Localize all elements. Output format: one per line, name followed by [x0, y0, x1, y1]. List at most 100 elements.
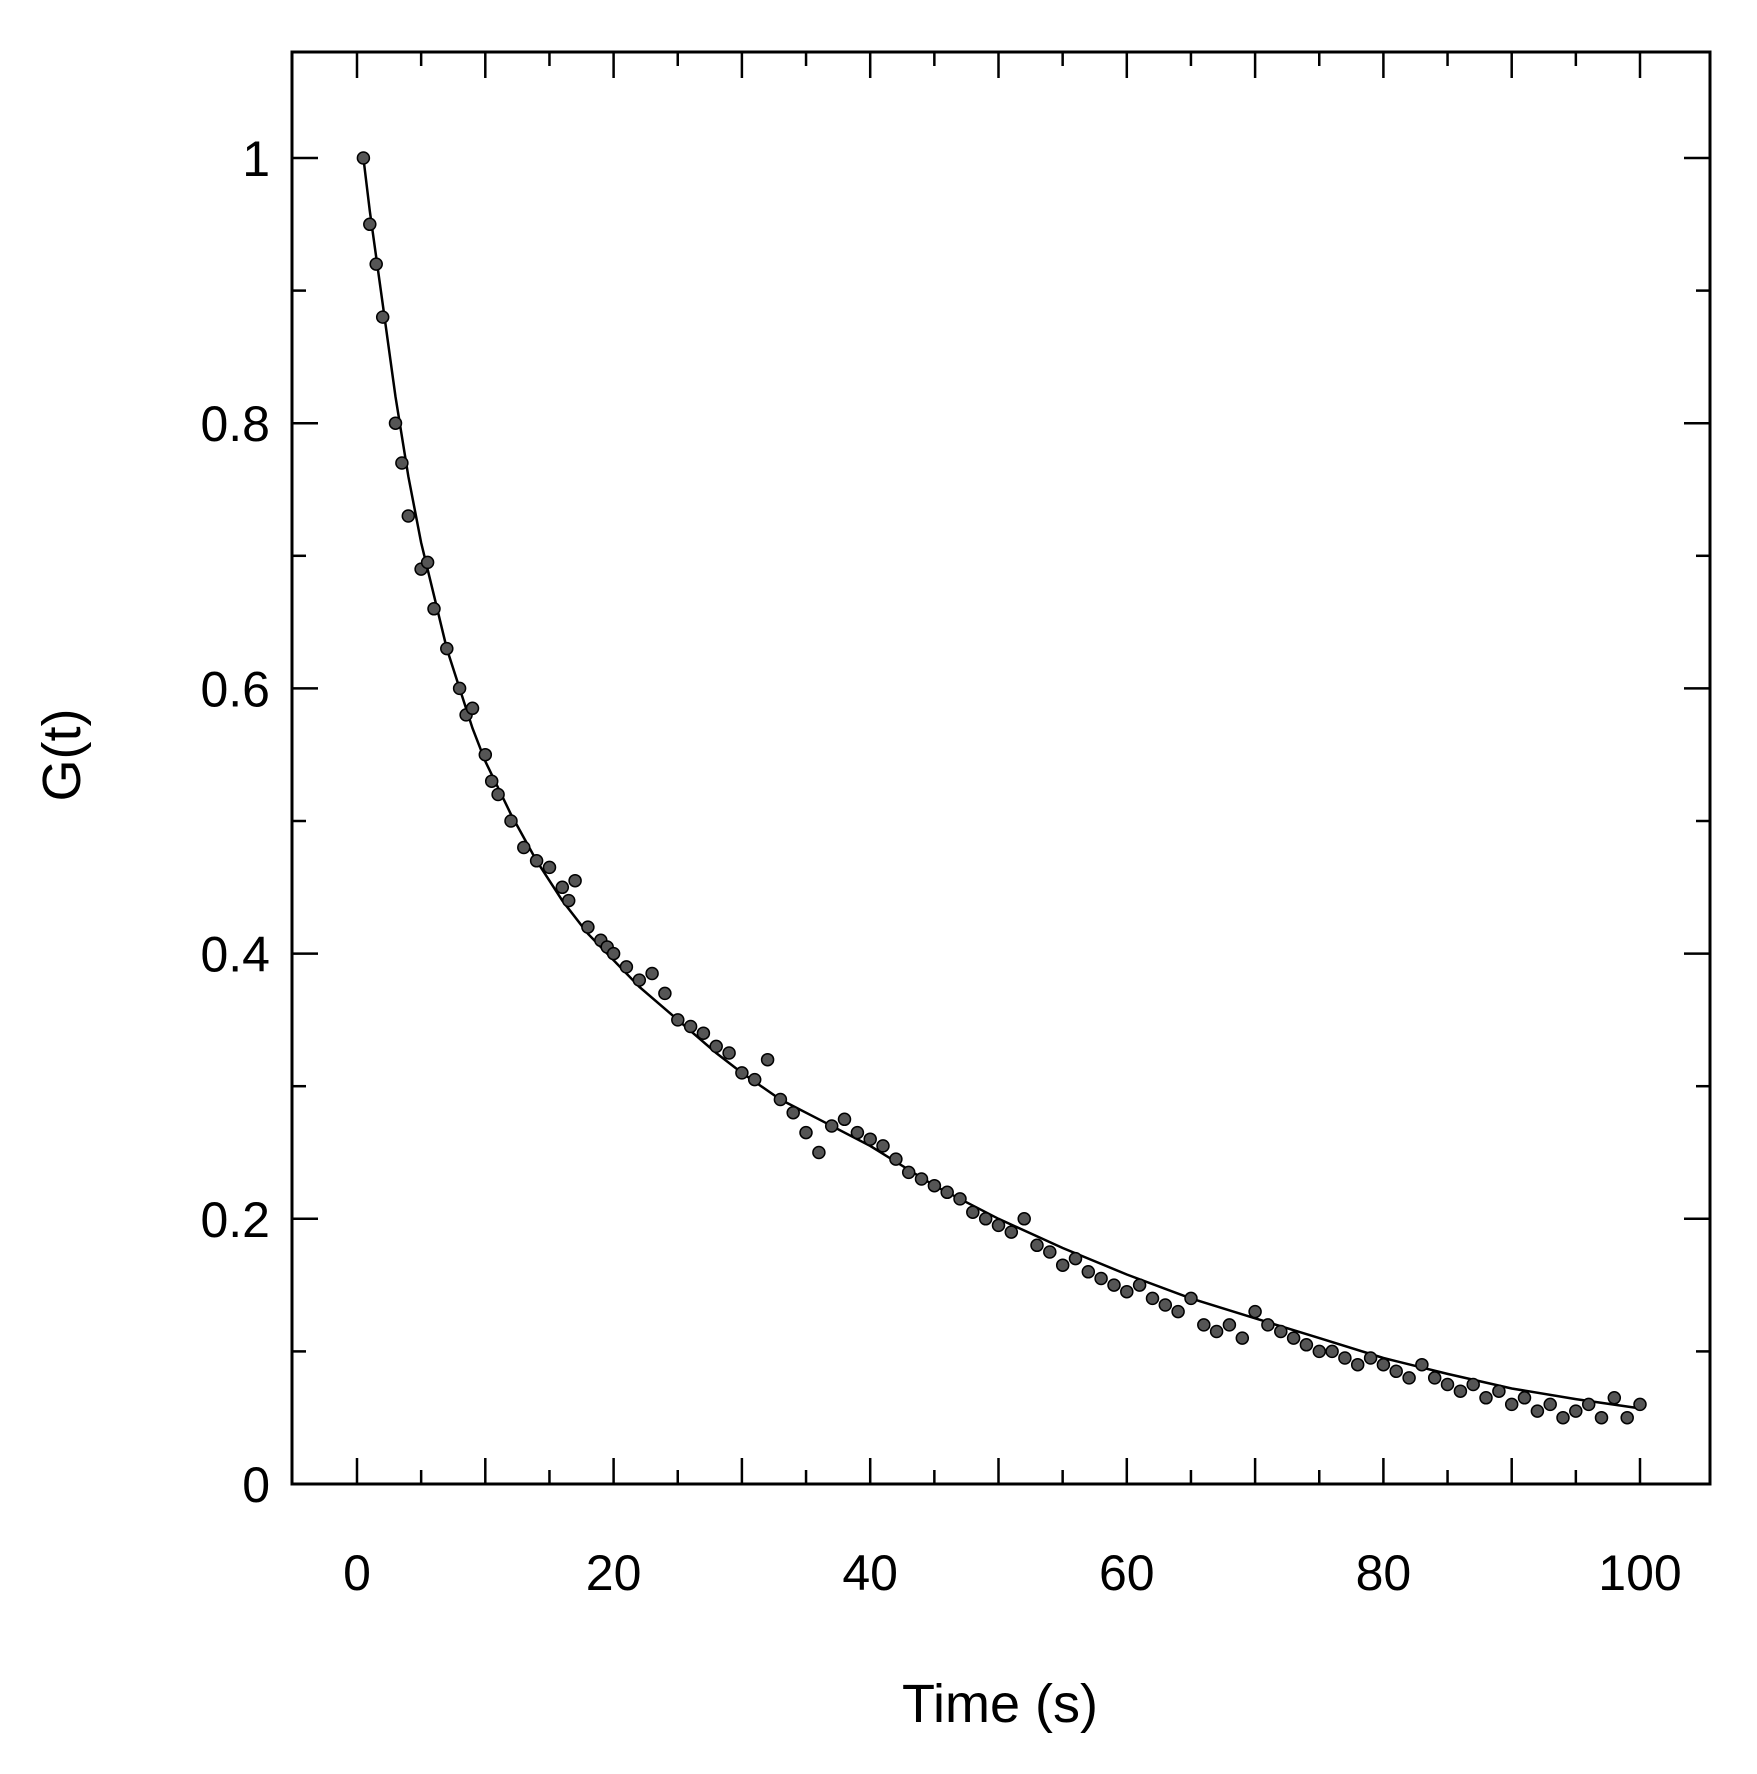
data-point: [1389, 1364, 1403, 1379]
data-point: [824, 1119, 839, 1133]
data-point: [1158, 1298, 1173, 1312]
data-point: [1402, 1371, 1416, 1385]
data-point: [760, 1052, 775, 1067]
data-point: [1030, 1238, 1044, 1253]
x-tick-label: 0: [343, 1545, 371, 1601]
data-point: [1325, 1344, 1339, 1359]
data-point: [1055, 1258, 1070, 1272]
data-point: [427, 602, 441, 616]
data-point: [369, 257, 383, 271]
data-point: [375, 310, 390, 324]
data-point: [747, 1072, 762, 1087]
data-point: [940, 1185, 954, 1200]
data-point: [555, 880, 570, 895]
y-tick-label: 0.8: [200, 396, 270, 452]
data-point: [645, 966, 659, 981]
data-point: [709, 1039, 723, 1054]
data-point: [863, 1132, 877, 1146]
data-point: [658, 986, 672, 1001]
x-tick-label: 80: [1356, 1545, 1412, 1601]
data-point: [953, 1192, 967, 1206]
data-point: [1504, 1397, 1519, 1412]
data-point: [1620, 1410, 1634, 1425]
data-point: [363, 217, 377, 232]
data-point: [452, 681, 467, 696]
data-point: [1466, 1377, 1480, 1392]
y-tick-label: 1: [242, 131, 270, 187]
data-point: [1286, 1331, 1301, 1345]
data-point: [683, 1019, 698, 1034]
data-point: [1312, 1344, 1327, 1359]
data-point: [542, 860, 557, 875]
data-point: [1145, 1291, 1160, 1306]
y-tick-label: 0.2: [200, 1192, 270, 1248]
y-tick-label: 0.6: [200, 661, 270, 717]
data-point: [632, 973, 647, 987]
data-point: [991, 1218, 1006, 1233]
x-tick-label: 40: [842, 1545, 898, 1601]
data-point: [1479, 1391, 1493, 1405]
data-point: [440, 641, 454, 656]
data-point: [773, 1092, 788, 1107]
data-point: [966, 1205, 980, 1219]
data-point: [850, 1125, 865, 1140]
data-point: [1543, 1397, 1557, 1412]
data-point: [1043, 1245, 1057, 1259]
data-point: [1427, 1371, 1442, 1385]
data-point: [978, 1212, 993, 1226]
data-point: [696, 1026, 711, 1040]
data-point: [1094, 1271, 1108, 1286]
data-point: [1184, 1291, 1198, 1306]
data-point: [568, 873, 582, 888]
data-point: [1197, 1318, 1211, 1332]
data-points: [356, 151, 1647, 1425]
data-point: [1607, 1391, 1622, 1405]
data-point: [927, 1178, 942, 1193]
data-point: [1350, 1357, 1365, 1372]
data-point: [837, 1112, 852, 1127]
data-point: [1107, 1278, 1121, 1292]
data-point: [1363, 1351, 1378, 1365]
data-point: [1222, 1318, 1237, 1332]
y-tick-labels: 0 0.2 0.4 0.6 0.8 1: [200, 131, 270, 1513]
data-point: [671, 1013, 685, 1027]
y-axis-title: G(t): [32, 709, 92, 802]
x-axis-title: Time (s): [902, 1674, 1098, 1734]
data-point: [1274, 1324, 1288, 1339]
data-point: [395, 456, 409, 470]
data-point: [356, 151, 371, 165]
data-point: [1081, 1265, 1096, 1279]
data-point: [504, 814, 518, 828]
data-point: [1209, 1324, 1224, 1339]
data-point: [1004, 1225, 1019, 1239]
plot-frame: [290, 50, 1712, 1486]
data-point: [491, 787, 505, 802]
data-point: [478, 747, 493, 762]
data-point: [1581, 1397, 1596, 1412]
data-point: [420, 555, 435, 570]
data-point: [786, 1105, 800, 1120]
data-point: [1235, 1331, 1250, 1345]
data-point: [619, 960, 634, 974]
data-point: [388, 416, 403, 430]
data-point: [1171, 1304, 1185, 1319]
x-tick-label: 60: [1099, 1545, 1155, 1601]
data-point: [876, 1139, 890, 1153]
data-point: [517, 840, 531, 855]
data-point: [606, 946, 621, 961]
data-point: [1415, 1357, 1429, 1372]
data-point: [1299, 1338, 1314, 1352]
data-point: [799, 1125, 813, 1140]
x-tick-labels: 0 20 40 60 80 100: [343, 1545, 1682, 1601]
data-point: [901, 1165, 916, 1180]
y-tick-label: 0.4: [200, 927, 270, 983]
data-point: [529, 854, 544, 868]
data-point: [735, 1066, 749, 1080]
data-point: [1017, 1212, 1031, 1226]
data-point: [1453, 1384, 1468, 1398]
data-point: [1530, 1404, 1545, 1418]
data-point: [914, 1172, 929, 1186]
data-point: [1120, 1284, 1134, 1299]
data-point: [1068, 1251, 1083, 1266]
y-tick-label: 0: [242, 1457, 270, 1513]
